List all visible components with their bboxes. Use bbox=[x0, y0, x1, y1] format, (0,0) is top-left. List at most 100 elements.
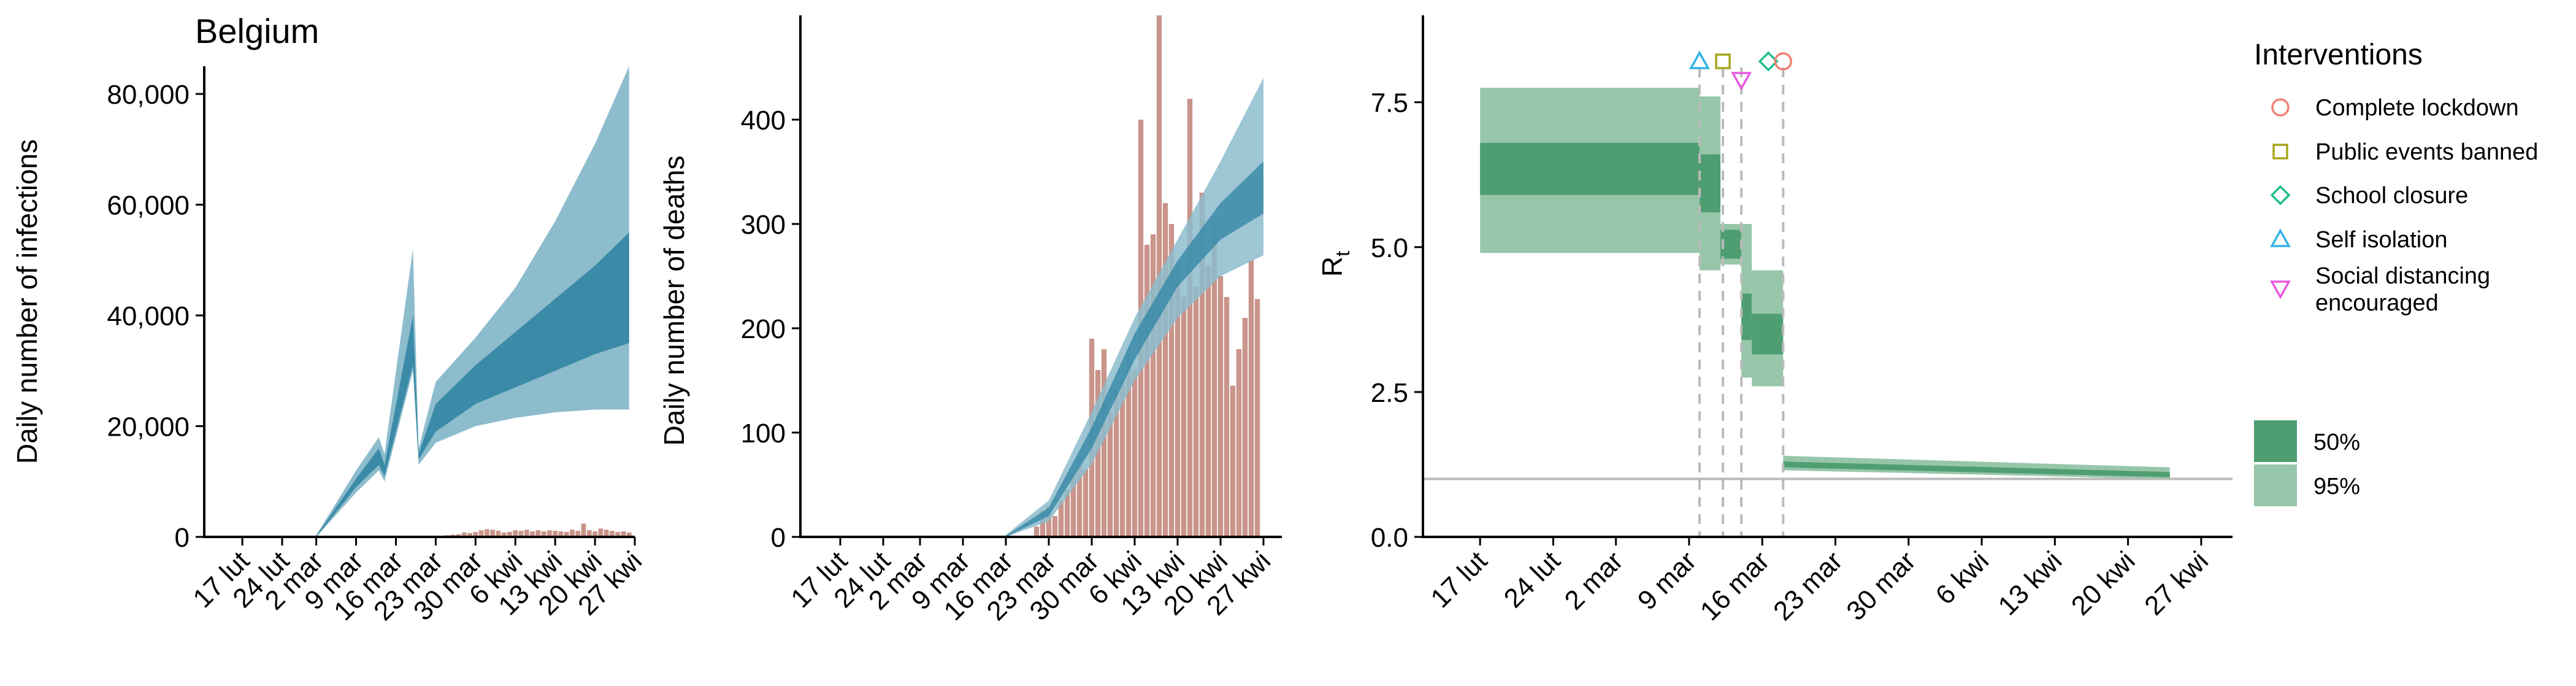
bar-1 bbox=[473, 531, 478, 537]
bar-2 bbox=[1150, 234, 1156, 537]
x-tick-label-3: 23 mar bbox=[1768, 545, 1848, 626]
y-tick-label-1: 20,000 bbox=[107, 412, 190, 442]
bar-1 bbox=[490, 530, 496, 537]
bar-2 bbox=[1095, 370, 1101, 537]
bar-2 bbox=[1236, 349, 1242, 537]
legend-marker bbox=[2270, 280, 2291, 299]
bar-1 bbox=[570, 530, 575, 537]
bar-2 bbox=[1076, 458, 1083, 537]
bar-2 bbox=[1101, 349, 1107, 537]
legend-swatch bbox=[2254, 420, 2297, 462]
y-tick-label-3: 5.0 bbox=[1371, 233, 1408, 263]
bar-1 bbox=[518, 531, 524, 537]
bar-1 bbox=[626, 532, 632, 537]
y-tick-label-3: 0.0 bbox=[1371, 523, 1408, 553]
bar-1 bbox=[501, 532, 507, 537]
legend-marker bbox=[2272, 144, 2288, 160]
y-axis-title-rt: Rt bbox=[1316, 251, 1354, 277]
legend-swatch bbox=[2254, 464, 2297, 506]
bar-1 bbox=[524, 530, 529, 537]
bar-1 bbox=[484, 529, 489, 537]
bar-2 bbox=[1217, 276, 1224, 537]
bar-1 bbox=[621, 531, 626, 537]
bar-2 bbox=[1224, 297, 1230, 537]
bar-2 bbox=[1125, 349, 1132, 537]
y-tick-label-2: 300 bbox=[741, 210, 786, 240]
bar-1 bbox=[581, 523, 586, 537]
legend-interval-label: 50% bbox=[2313, 430, 2360, 455]
x-tick-label-3: 24 lut bbox=[1498, 545, 1566, 614]
bar-1 bbox=[586, 530, 592, 537]
bar-1 bbox=[610, 531, 615, 537]
bar-1 bbox=[604, 530, 609, 537]
legend-item-label: Social distancing bbox=[2315, 263, 2490, 289]
y-tick-label-3: 7.5 bbox=[1371, 88, 1408, 118]
y-tick-label-1: 60,000 bbox=[107, 191, 190, 221]
bar-1 bbox=[513, 530, 518, 537]
x-tick-label-3: 27 kwi bbox=[2139, 545, 2214, 621]
legend-item-label: Complete lockdown bbox=[2315, 95, 2519, 121]
bar-1 bbox=[598, 528, 604, 537]
bar-2 bbox=[1211, 224, 1217, 537]
bar-2 bbox=[1187, 99, 1193, 537]
x-tick-label-3: 9 mar bbox=[1632, 545, 1702, 615]
y-tick-label-3: 2.5 bbox=[1371, 378, 1408, 408]
bar-2 bbox=[1070, 474, 1076, 537]
bar-1 bbox=[564, 531, 569, 537]
bar-2 bbox=[1064, 490, 1070, 537]
y-axis-title-subscript: t bbox=[1332, 251, 1354, 256]
bar-2 bbox=[1052, 516, 1058, 537]
x-tick-label-3: 20 kwi bbox=[2066, 545, 2141, 621]
band-50-deaths bbox=[1006, 161, 1263, 537]
intervention-marker bbox=[1774, 52, 1793, 71]
intervention-marker bbox=[1715, 53, 1731, 69]
bar-1 bbox=[558, 531, 564, 537]
bar-2 bbox=[1199, 193, 1205, 537]
bar-1 bbox=[592, 531, 597, 537]
bar-1 bbox=[456, 534, 461, 537]
bar-1 bbox=[553, 531, 558, 537]
legend-marker bbox=[2270, 228, 2291, 247]
bar-1 bbox=[615, 531, 621, 537]
y-tick-label-2: 400 bbox=[741, 106, 786, 136]
x-tick-label-3: 13 kwi bbox=[1993, 545, 2068, 621]
y-axis-title-main: R bbox=[1316, 256, 1348, 277]
y-axis-title-deaths: Daily number of deaths bbox=[658, 155, 690, 445]
x-tick-label-3: 2 mar bbox=[1559, 545, 1629, 615]
legend-item-label: Public events banned bbox=[2315, 139, 2538, 165]
bar-2 bbox=[1040, 511, 1046, 537]
bar-2 bbox=[1168, 224, 1175, 537]
bar-2 bbox=[1205, 266, 1211, 537]
y-axis-title-infections: Daily number of infections bbox=[11, 139, 43, 464]
bar-1 bbox=[546, 530, 552, 537]
bar-1 bbox=[541, 531, 546, 537]
band-50-infections bbox=[316, 232, 629, 537]
legend-item-label: Self isolation bbox=[2315, 227, 2447, 253]
x-tick-label-3: 17 lut bbox=[1425, 545, 1493, 614]
bar-1 bbox=[530, 531, 535, 537]
bar-2 bbox=[1132, 370, 1138, 537]
rt-tail-50 bbox=[1783, 461, 2170, 477]
bar-2 bbox=[1242, 318, 1248, 537]
bar-2 bbox=[1248, 260, 1254, 537]
bar-2 bbox=[1144, 245, 1150, 537]
x-tick-label-3: 30 mar bbox=[1841, 545, 1921, 626]
legend-marker bbox=[2271, 98, 2290, 117]
rt-step-50 bbox=[1741, 293, 1752, 340]
bar-2 bbox=[1033, 526, 1040, 537]
y-tick-label-2: 200 bbox=[741, 314, 786, 344]
panel-title: Belgium bbox=[195, 12, 319, 50]
intervention-marker bbox=[1689, 50, 1710, 69]
bar-2 bbox=[1175, 266, 1181, 537]
legend-item-label: School closure bbox=[2315, 183, 2468, 209]
intervention-marker bbox=[1758, 51, 1779, 72]
x-tick-label-3: 16 mar bbox=[1695, 545, 1775, 626]
legend-title: Interventions bbox=[2254, 39, 2423, 71]
bar-1 bbox=[467, 533, 472, 537]
y-tick-label-2: 0 bbox=[771, 523, 786, 553]
y-tick-label-1: 80,000 bbox=[107, 80, 190, 110]
bar-2 bbox=[1083, 469, 1089, 537]
x-tick-label-3: 6 kwi bbox=[1930, 545, 1995, 611]
bar-2 bbox=[1193, 287, 1199, 537]
